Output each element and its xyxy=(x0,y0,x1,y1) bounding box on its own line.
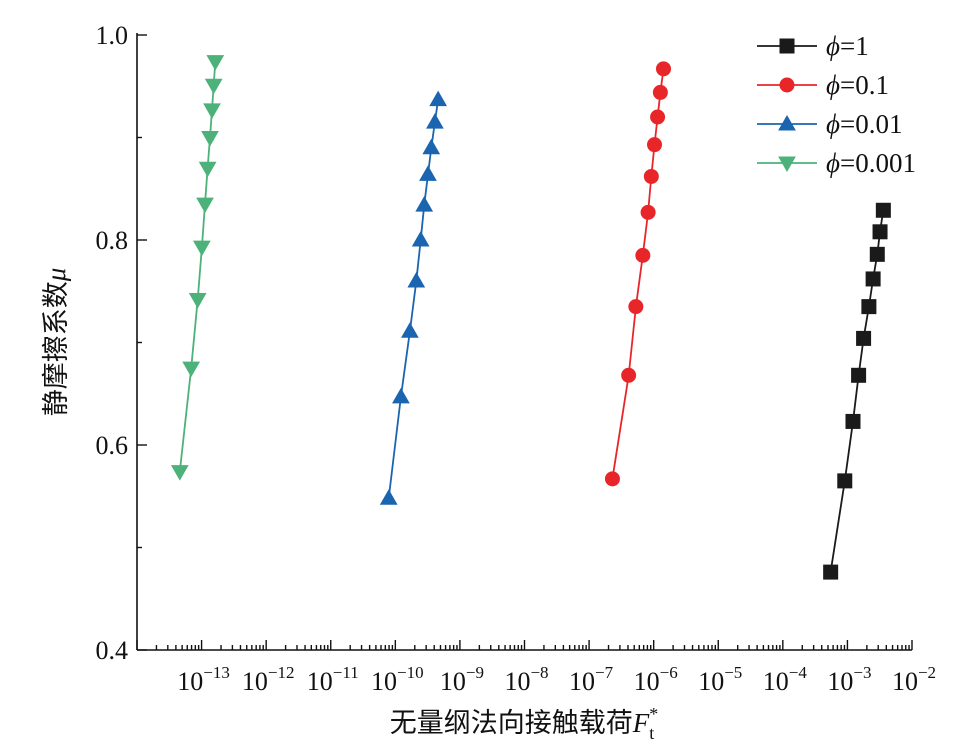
data-point xyxy=(170,465,189,481)
data-point xyxy=(411,230,430,247)
legend-marker xyxy=(778,156,796,173)
data-point xyxy=(206,55,225,71)
x-axis-title-symbol: F xyxy=(632,708,650,738)
y-tick-label: 0.6 xyxy=(96,431,129,460)
legend-marker xyxy=(779,77,795,93)
series-line xyxy=(611,68,665,479)
data-point xyxy=(392,387,410,404)
y-tick-label: 0.8 xyxy=(96,226,129,255)
x-axis-title-subscript: t xyxy=(649,723,654,743)
data-point xyxy=(851,367,867,383)
data-point xyxy=(379,489,398,505)
data-point xyxy=(646,137,662,153)
x-tick-label: 10−6 xyxy=(634,663,678,696)
y-axis-title-text: 静摩擦系数 xyxy=(41,281,72,416)
x-tick-label: 10−10 xyxy=(371,663,424,696)
data-point xyxy=(429,90,447,107)
y-ticks: 0.4 0.6 0.8 1.0 xyxy=(96,21,147,665)
data-point xyxy=(198,161,217,178)
x-tick-label: 10−9 xyxy=(440,663,484,696)
series-layer xyxy=(170,55,891,580)
data-point xyxy=(604,471,620,487)
data-point xyxy=(845,413,861,429)
x-axis-title-superscript: * xyxy=(649,704,658,724)
data-point xyxy=(621,367,637,383)
data-point xyxy=(415,196,434,212)
x-tick-label: 10−2 xyxy=(892,663,936,696)
data-point xyxy=(422,138,441,155)
legend-item: ϕ=0.001 xyxy=(757,148,916,178)
data-point xyxy=(856,330,872,346)
data-point xyxy=(401,322,419,338)
x-tick-label: 10−8 xyxy=(504,663,548,696)
data-point xyxy=(628,299,644,315)
x-axis-title: 无量纲法向接触载荷Ft* xyxy=(390,704,659,743)
data-point xyxy=(407,271,426,288)
axes xyxy=(136,33,912,651)
data-point xyxy=(204,78,223,95)
series-line xyxy=(829,210,885,573)
legend-item: ϕ=0.1 xyxy=(757,70,889,100)
x-tick-label: 10−13 xyxy=(177,663,230,696)
series-3 xyxy=(379,90,447,505)
data-point xyxy=(201,131,219,147)
legend-label: ϕ=0.001 xyxy=(826,148,916,178)
legend-label: ϕ=1 xyxy=(826,31,869,61)
data-point xyxy=(656,61,672,77)
x-tick-label: 10−12 xyxy=(242,663,295,696)
legend-marker xyxy=(778,114,796,131)
x-tick-label: 10−11 xyxy=(307,663,359,696)
x-axis-title-text: 无量纲法向接触载荷 xyxy=(390,708,633,739)
y-tick-label: 0.4 xyxy=(96,636,129,665)
legend-label: ϕ=0.1 xyxy=(826,70,889,100)
data-point xyxy=(652,84,668,100)
legend: ϕ=1 ϕ=0.1 ϕ=0.01 ϕ=0.001 xyxy=(757,31,916,178)
y-axis-title: 静摩擦系数μ xyxy=(41,268,72,417)
data-point xyxy=(188,292,207,309)
legend-item: ϕ=1 xyxy=(757,31,869,61)
data-point xyxy=(203,103,221,119)
data-point xyxy=(640,204,656,220)
x-tick-label: 10−7 xyxy=(569,663,614,696)
data-point xyxy=(869,246,885,262)
series-line xyxy=(387,99,439,499)
legend-item: ϕ=0.01 xyxy=(757,109,902,139)
data-point xyxy=(193,240,211,257)
x-tick-label: 10−5 xyxy=(698,663,742,696)
series-line xyxy=(178,61,217,472)
series-1 xyxy=(823,202,891,580)
data-point xyxy=(872,224,888,240)
data-point xyxy=(837,473,853,489)
data-point xyxy=(196,197,214,214)
series-4 xyxy=(170,55,225,481)
x-tick-label: 10−3 xyxy=(827,663,871,696)
data-point xyxy=(875,202,891,218)
x-ticks: 10−13 10−12 10−11 10−10 10−9 10−8 10−7 10−6 10−5… xyxy=(136,640,936,696)
y-tick-label: 1.0 xyxy=(96,21,129,50)
data-point xyxy=(865,271,881,287)
data-point xyxy=(635,247,651,263)
legend-marker xyxy=(779,38,795,54)
y-axis-title-symbol: μ xyxy=(41,268,71,283)
data-point xyxy=(426,113,444,129)
data-point xyxy=(861,299,877,315)
data-point xyxy=(650,109,666,125)
legend-label: ϕ=0.01 xyxy=(826,109,902,139)
data-point xyxy=(182,361,201,378)
x-tick-label: 10−4 xyxy=(763,663,808,696)
data-point xyxy=(643,168,659,184)
data-point xyxy=(419,165,437,181)
series-2 xyxy=(604,61,672,487)
data-point xyxy=(823,564,839,580)
